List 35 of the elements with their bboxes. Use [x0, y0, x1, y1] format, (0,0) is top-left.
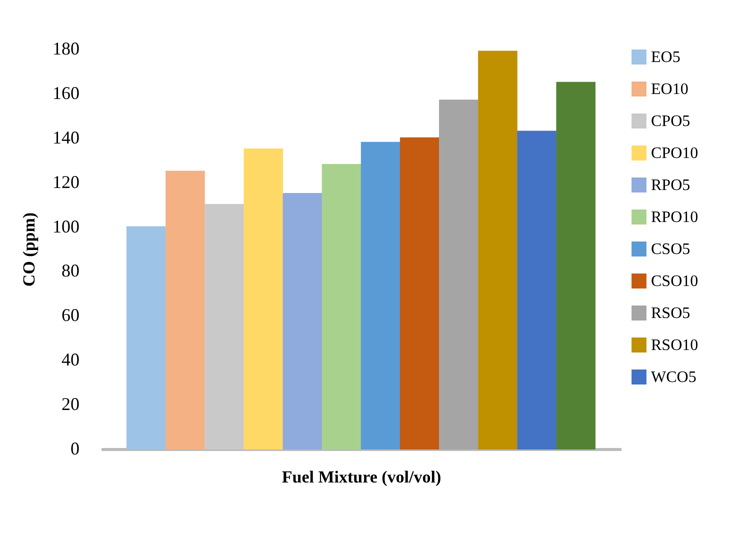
bar [478, 50, 518, 450]
y-tick-label: 60 [62, 305, 80, 326]
bar [282, 192, 322, 450]
bar [400, 137, 440, 450]
legend-label: RPO10 [651, 209, 698, 226]
bar [126, 226, 166, 450]
bar [322, 164, 362, 450]
legend-label: RSO5 [651, 305, 690, 322]
y-tick-label: 100 [52, 216, 80, 236]
y-tick-label: 80 [62, 260, 80, 281]
y-tick-label: 140 [52, 127, 80, 148]
legend-label: CSO5 [651, 241, 690, 258]
x-axis-title: Fuel Mixture (vol/vol) [282, 468, 442, 486]
legend-label: RSO10 [651, 337, 698, 354]
legend-label: CPO10 [651, 145, 698, 162]
y-tick-label: 20 [62, 394, 80, 414]
y-tick-label: 160 [52, 82, 80, 103]
legend-label: CPO5 [651, 113, 690, 130]
legend-label: RPO5 [651, 177, 690, 194]
y-tick-label: 0 [70, 438, 80, 458]
y-tick-label: 120 [52, 172, 80, 192]
bar [166, 170, 205, 450]
legend-label: EO10 [651, 81, 688, 98]
y-axis-title: CO (ppm) [20, 212, 38, 287]
legend-label: EO5 [651, 49, 680, 66]
bar [439, 100, 478, 450]
y-tick-label: 180 [52, 38, 80, 58]
bar [244, 148, 283, 450]
legend-label: CSO10 [651, 273, 698, 290]
bar [517, 130, 556, 450]
bar [556, 82, 596, 450]
y-tick-label: 40 [62, 350, 80, 370]
legend-label: WCO5 [651, 369, 696, 386]
bar [204, 204, 244, 450]
bar [360, 142, 400, 450]
